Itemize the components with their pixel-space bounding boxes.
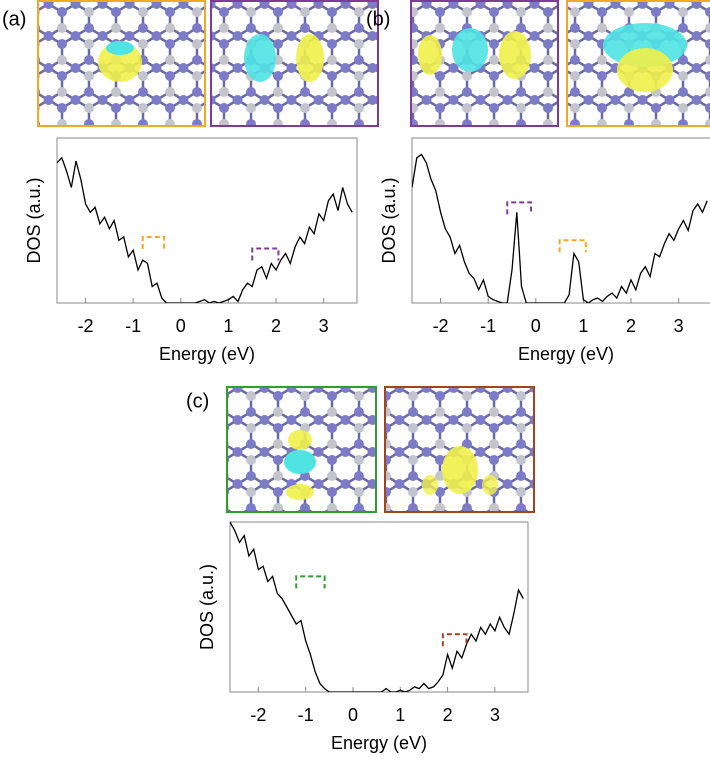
x-tick-label: -1	[480, 316, 496, 336]
panel-label: (c)	[186, 390, 209, 412]
x-tick-label: 1	[223, 316, 233, 336]
x-tick-label: 1	[395, 705, 405, 725]
dos-curve	[230, 522, 523, 692]
plot-frame	[412, 138, 710, 303]
y-axis-label: DOS (a.u.)	[379, 177, 399, 263]
x-tick-label: 2	[443, 705, 453, 725]
dos-curve	[412, 155, 707, 304]
x-tick-label: 3	[674, 316, 684, 336]
x-tick-label: -2	[78, 316, 94, 336]
energy-bracket	[143, 237, 164, 249]
energy-bracket	[560, 240, 586, 252]
y-axis-label: DOS (a.u.)	[197, 564, 217, 650]
orbital-image	[211, 1, 378, 126]
x-tick-label: 0	[348, 705, 358, 725]
x-tick-label: -2	[433, 316, 449, 336]
y-axis-label: DOS (a.u.)	[24, 177, 44, 263]
x-axis-label: Energy (eV)	[331, 733, 427, 753]
x-tick-label: 0	[531, 316, 541, 336]
panel-label: (a)	[2, 8, 26, 30]
x-tick-label: 2	[271, 316, 281, 336]
x-axis-label: Energy (eV)	[518, 344, 614, 364]
energy-bracket	[296, 576, 324, 588]
x-tick-label: 2	[626, 316, 636, 336]
orbital-images	[38, 1, 710, 512]
x-tick-label: 1	[578, 316, 588, 336]
x-tick-label: -2	[250, 705, 266, 725]
plot-frame	[230, 522, 528, 692]
x-tick-label: 0	[176, 316, 186, 336]
x-axis-label: Energy (eV)	[159, 344, 255, 364]
figure: (a) -2 -1 0 1 2 3 Energy (eV) DOS (a.u.) (b) -2 -1 0…	[0, 0, 710, 763]
energy-bracket	[507, 202, 531, 214]
x-tick-label: -1	[125, 316, 141, 336]
x-tick-label: -1	[298, 705, 314, 725]
panel-label: (b)	[366, 8, 390, 30]
x-tick-label: 3	[490, 705, 500, 725]
energy-bracket	[252, 249, 278, 261]
x-tick-label: 3	[319, 316, 329, 336]
energy-bracket	[443, 634, 467, 646]
dos-curve	[57, 158, 352, 303]
